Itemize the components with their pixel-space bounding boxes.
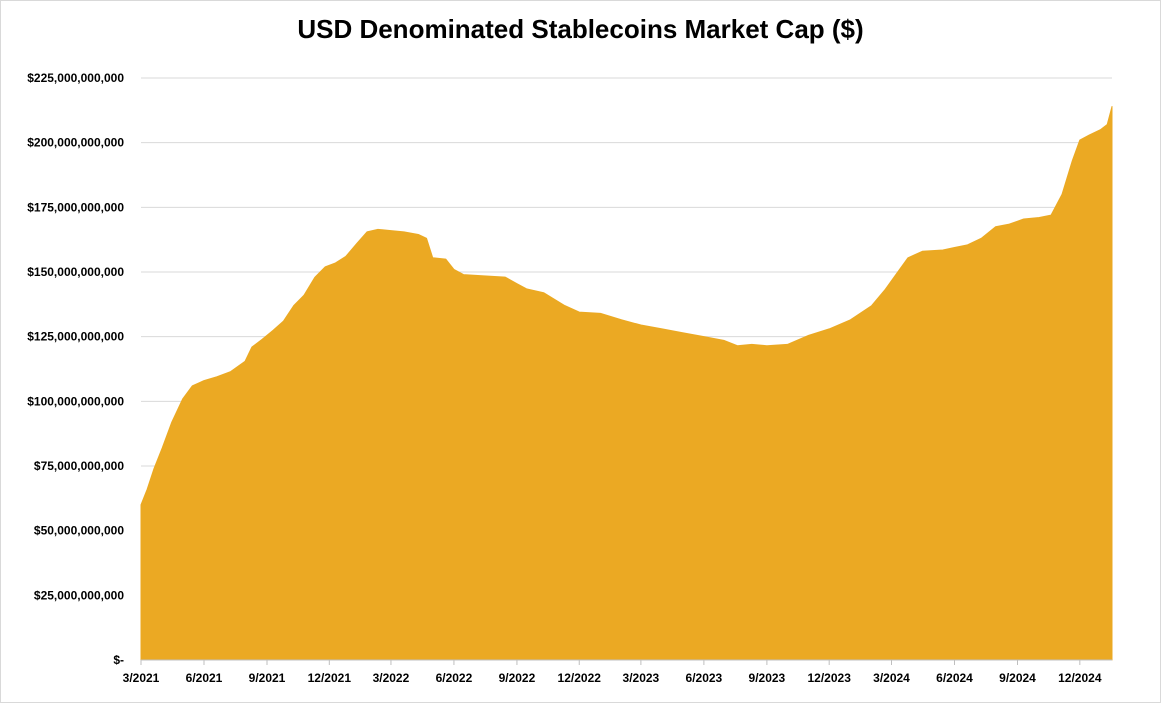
chart-title: USD Denominated Stablecoins Market Cap (… <box>297 14 864 44</box>
x-tick-label: 9/2024 <box>999 671 1036 685</box>
x-tick-label: 6/2023 <box>686 671 723 685</box>
x-tick-label: 12/2022 <box>558 671 602 685</box>
x-tick-label: 9/2021 <box>249 671 286 685</box>
y-tick-label: $200,000,000,000 <box>27 136 124 150</box>
area-fill <box>140 105 1113 661</box>
y-tick-label: $100,000,000,000 <box>27 394 124 408</box>
axes <box>140 659 1112 665</box>
y-tick-label: $225,000,000,000 <box>27 71 124 85</box>
x-tick-label: 12/2024 <box>1058 671 1102 685</box>
y-tick-label: $150,000,000,000 <box>27 265 124 279</box>
y-tick-label: $50,000,000,000 <box>34 524 124 538</box>
x-tick-label: 3/2023 <box>623 671 660 685</box>
x-tick-label: 3/2021 <box>123 671 160 685</box>
x-tick-labels: 3/2021 6/2021 9/2021 12/2021 3/2022 6/2022 9/2… <box>123 671 1102 685</box>
x-tick-label: 9/2022 <box>499 671 536 685</box>
x-tick-label: 3/2022 <box>373 671 410 685</box>
x-tick-label: 9/2023 <box>749 671 786 685</box>
x-tick-label: 12/2021 <box>308 671 352 685</box>
x-tick-label: 6/2022 <box>436 671 473 685</box>
area-series <box>140 105 1113 661</box>
x-tick-label: 6/2024 <box>936 671 973 685</box>
y-tick-labels: $- $25,000,000,000 $50,000,000,000 $75,000,… <box>27 71 124 667</box>
y-tick-label: $175,000,000,000 <box>27 200 124 214</box>
x-tick-label: 3/2024 <box>873 671 910 685</box>
y-tick-label: $- <box>113 653 124 667</box>
y-tick-label: $25,000,000,000 <box>34 588 124 602</box>
x-tick-label: 12/2023 <box>807 671 851 685</box>
y-tick-label: $125,000,000,000 <box>27 330 124 344</box>
x-tick-label: 6/2021 <box>186 671 223 685</box>
y-tick-label: $75,000,000,000 <box>34 459 124 473</box>
